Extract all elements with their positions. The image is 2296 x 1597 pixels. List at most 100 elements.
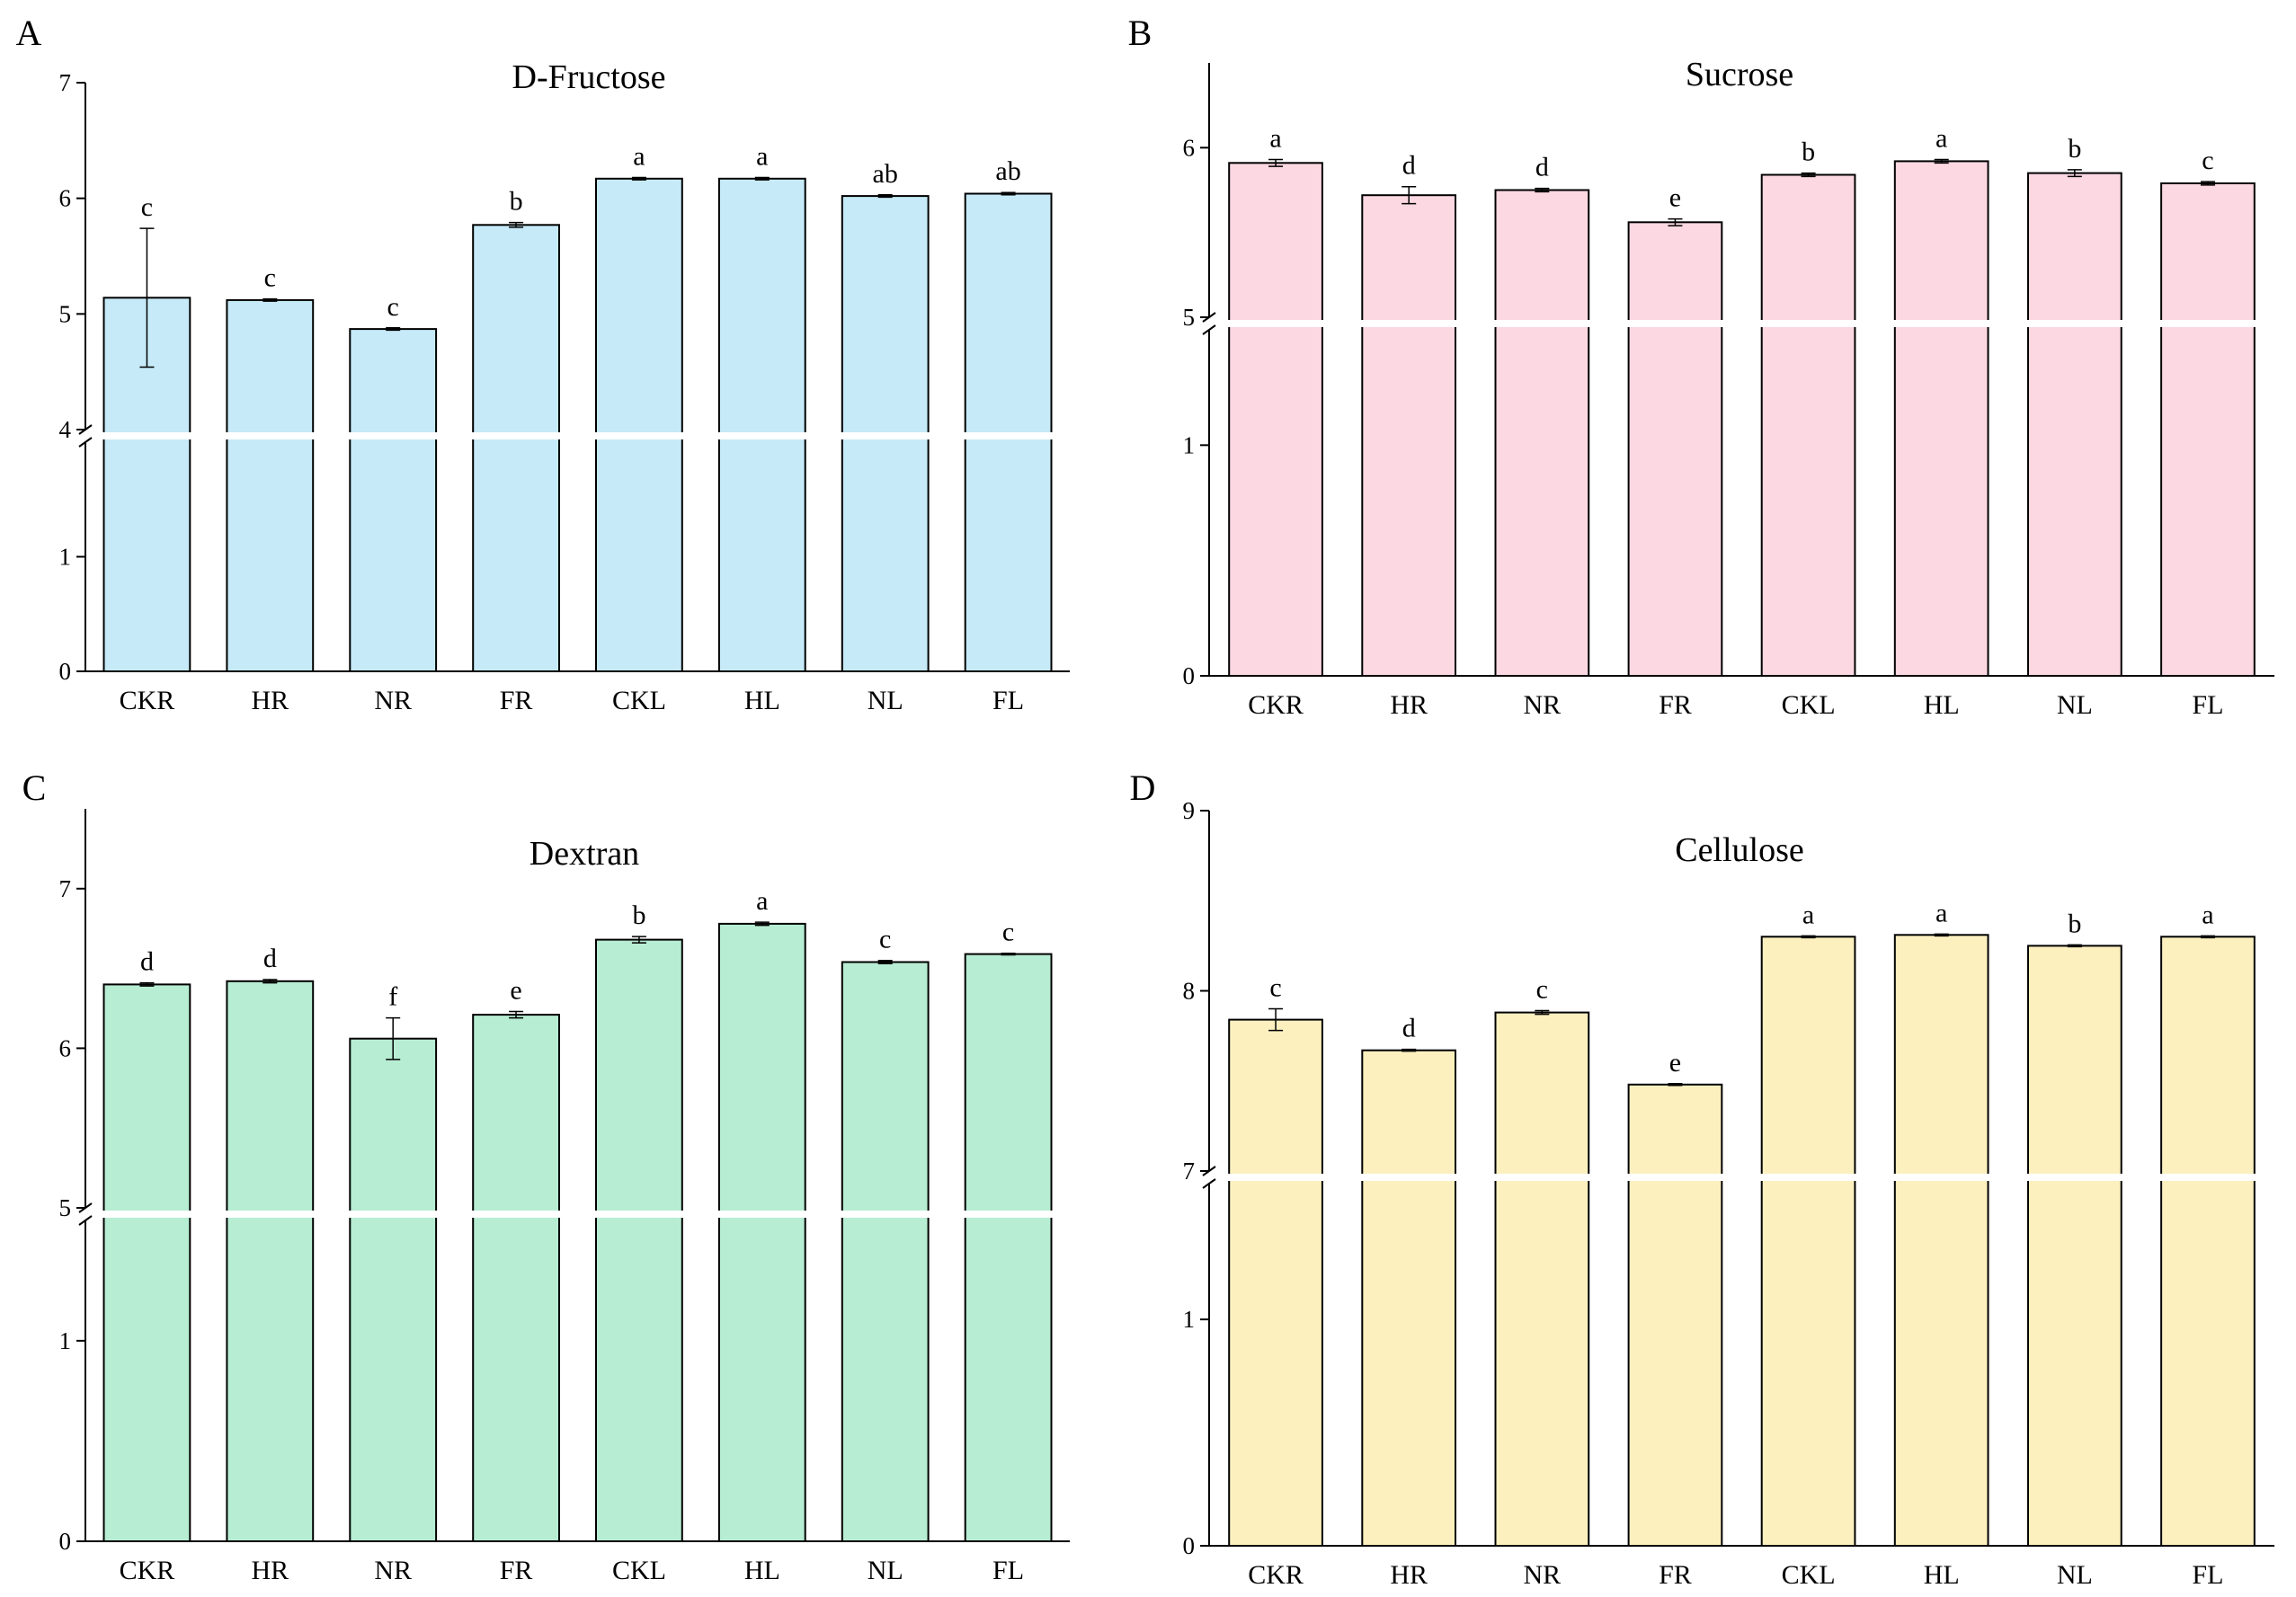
bar-hl — [717, 922, 806, 1542]
chart-title: Cellulose — [1675, 831, 1804, 869]
x-tick-label-nr: NR — [1523, 1560, 1561, 1590]
y-tick-label-upper-6: 6 — [59, 185, 72, 212]
significance-label-fr: e — [1669, 1048, 1681, 1078]
x-tick-label-ckr: CKR — [1248, 1560, 1304, 1590]
chart-title: Dextran — [530, 835, 639, 873]
y-tick-label-lower-0: 0 — [59, 1528, 72, 1555]
bar-fr — [1627, 221, 1723, 678]
bar-hr — [226, 980, 315, 1543]
x-tick-label-fl: FL — [2192, 690, 2223, 720]
y-tick-label-upper-5: 5 — [1183, 304, 1196, 331]
axis-break-band — [1204, 320, 2280, 327]
bar-hr — [226, 298, 315, 672]
x-tick-label-nl: NL — [2057, 690, 2093, 720]
x-tick-label-hl: HL — [1924, 690, 1960, 720]
significance-label-hl: a — [1936, 124, 1947, 154]
x-tick-label-hr: HR — [1390, 1560, 1428, 1590]
significance-label-fl: c — [2202, 146, 2213, 175]
y-tick-label-upper-5: 5 — [59, 300, 72, 327]
x-tick-label-hr: HR — [1390, 690, 1428, 720]
significance-label-ckr: a — [1269, 124, 1281, 154]
x-tick-label-fr: FR — [1659, 690, 1692, 720]
chart-panel-d: c CKR d HR c NR e FR a CKL a HL b NL a FL 0 1 7 8 9 Cellulose… — [1130, 767, 2280, 1590]
axis-break-mark-lower — [78, 1215, 93, 1226]
bar-fr — [472, 224, 561, 673]
x-tick-label-ckl: CKL — [612, 1556, 666, 1585]
bar-ckr — [1228, 1018, 1323, 1547]
chart-panel-c: d CKR d HR f NR e FR b CKL a HL c NL c FL 0 1 5 6 7 Dextran C — [22, 767, 1075, 1585]
bar-fl — [2160, 936, 2256, 1548]
y-tick-label-upper-7: 7 — [59, 69, 72, 96]
x-tick-label-fl: FL — [2192, 1560, 2223, 1590]
bar-fr — [1627, 1083, 1723, 1548]
bar-hl — [1893, 934, 1989, 1548]
significance-label-nr: d — [1535, 153, 1549, 182]
y-tick-label-upper-6: 6 — [1183, 134, 1196, 161]
y-tick-label-lower-1: 1 — [1183, 1306, 1196, 1333]
significance-label-nr: c — [1536, 975, 1548, 1005]
panel-letter: B — [1128, 13, 1152, 53]
bar-nr — [349, 328, 438, 672]
bar-fl — [964, 953, 1053, 1542]
panel-letter: A — [16, 13, 42, 53]
significance-label-ckl: b — [1802, 138, 1815, 167]
significance-label-ckr: d — [140, 947, 154, 977]
x-tick-label-nr: NR — [374, 1556, 412, 1585]
significance-label-ckl: b — [632, 901, 645, 930]
significance-label-ckr: c — [141, 192, 153, 222]
chart-title: D-Fructose — [512, 58, 666, 96]
y-tick-label-upper-4: 4 — [59, 416, 72, 443]
y-tick-label-upper-7: 7 — [59, 875, 72, 902]
significance-label-fl: a — [2202, 900, 2213, 929]
bar-hl — [717, 177, 806, 673]
axis-break-band — [1204, 1174, 2280, 1181]
x-tick-label-hl: HL — [1924, 1560, 1960, 1590]
x-tick-label-nr: NR — [1523, 690, 1561, 720]
x-tick-label-hr: HR — [251, 686, 289, 715]
y-tick-label-upper-6: 6 — [59, 1034, 72, 1061]
y-tick-label-upper-9: 9 — [1183, 797, 1196, 824]
x-tick-label-nl: NL — [868, 686, 903, 715]
bar-hl — [1893, 160, 1989, 677]
x-tick-label-hl: HL — [744, 686, 780, 715]
bar-nr — [1494, 189, 1590, 677]
significance-label-nr: f — [388, 982, 397, 1012]
y-tick-label-lower-0: 0 — [59, 658, 72, 685]
significance-label-ckr: c — [1269, 973, 1281, 1003]
x-tick-label-nl: NL — [2057, 1560, 2093, 1590]
axis-break-mark-lower — [1202, 324, 1216, 335]
x-tick-label-nl: NL — [868, 1556, 903, 1585]
y-tick-label-upper-7: 7 — [1183, 1158, 1196, 1184]
x-tick-label-ckl: CKL — [1782, 1560, 1836, 1590]
significance-label-hl: a — [1936, 898, 1947, 927]
bar-ckr — [1228, 162, 1323, 678]
significance-label-nl: c — [879, 925, 891, 954]
y-tick-label-lower-0: 0 — [1183, 1532, 1196, 1559]
significance-label-fl: ab — [995, 156, 1020, 186]
significance-label-nl: b — [2068, 909, 2081, 938]
x-tick-label-ckl: CKL — [1782, 690, 1836, 720]
significance-label-fr: e — [510, 976, 521, 1006]
axis-break-mark-lower — [1202, 1178, 1216, 1189]
axis-break-band — [80, 432, 1075, 439]
bar-ckl — [595, 938, 683, 1542]
significance-label-fr: e — [1669, 183, 1681, 213]
bar-nl — [841, 961, 930, 1542]
bar-fr — [472, 1014, 561, 1542]
x-tick-label-ckr: CKR — [1248, 690, 1304, 720]
axis-break-mark-lower — [78, 437, 93, 448]
significance-label-fl: c — [1002, 918, 1014, 947]
significance-label-ckl: a — [1802, 900, 1814, 929]
bar-fl — [2160, 182, 2256, 677]
x-tick-label-fr: FR — [500, 1556, 533, 1585]
y-tick-label-lower-1: 1 — [59, 1327, 72, 1354]
y-tick-label-lower-0: 0 — [1183, 662, 1196, 689]
panel-letter: C — [22, 767, 47, 808]
panel-letter: D — [1130, 767, 1156, 808]
chart-panel-a: c CKR c HR c NR b FR a CKL a HL ab NL ab FL 0 1 4 5 6 7 D-Fruc… — [16, 13, 1075, 715]
x-tick-label-hl: HL — [744, 1556, 780, 1585]
significance-label-nl: ab — [873, 159, 898, 189]
x-tick-label-fl: FL — [992, 1556, 1024, 1585]
y-tick-label-upper-5: 5 — [59, 1194, 72, 1221]
bar-ckl — [1760, 173, 1856, 677]
